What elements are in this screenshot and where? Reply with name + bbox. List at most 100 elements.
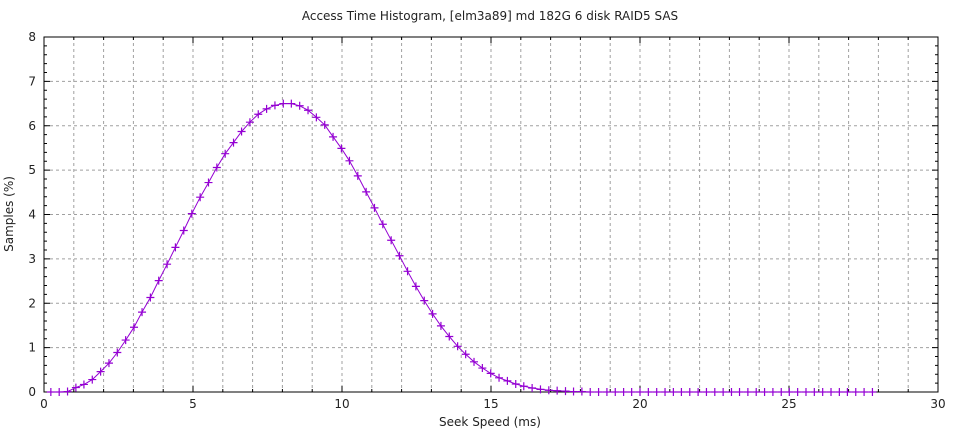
- data-point: [129, 323, 138, 332]
- data-point: [868, 388, 877, 396]
- x-tick-label: 20: [632, 397, 647, 411]
- data-point: [503, 376, 512, 385]
- data-point: [46, 388, 55, 396]
- series-line: [50, 103, 873, 393]
- data-point: [727, 388, 736, 396]
- x-tick-label: 0: [40, 397, 48, 411]
- data-point: [113, 348, 122, 357]
- chart-title: Access Time Histogram, [elm3a89] md 182G…: [302, 9, 678, 23]
- data-point: [270, 101, 279, 110]
- data-point: [171, 243, 180, 252]
- data-point: [395, 251, 404, 260]
- y-tick-label: 0: [28, 385, 36, 399]
- data-point: [146, 293, 155, 302]
- data-point: [187, 209, 196, 218]
- grid: [44, 37, 938, 392]
- data-point: [362, 187, 371, 196]
- data-point: [669, 388, 678, 396]
- data-point: [586, 388, 595, 396]
- data-point: [420, 296, 429, 305]
- data-point: [652, 388, 661, 396]
- y-tick-label: 5: [28, 163, 36, 177]
- data-point: [528, 384, 537, 393]
- data-point: [818, 388, 827, 396]
- data-point: [536, 385, 545, 394]
- data-point: [644, 388, 653, 396]
- data-point: [204, 178, 213, 187]
- data-point: [627, 388, 636, 396]
- data-point: [71, 383, 80, 392]
- data-point: [594, 388, 603, 396]
- data-point: [337, 144, 346, 153]
- series: [46, 99, 877, 396]
- data-point: [254, 110, 263, 119]
- data-point: [511, 380, 520, 389]
- data-point: [445, 332, 454, 341]
- data-point: [461, 350, 470, 359]
- data-point: [486, 369, 495, 378]
- data-point: [661, 388, 670, 396]
- data-point: [320, 120, 329, 129]
- x-axis-label: Seek Speed (ms): [439, 415, 541, 429]
- data-point: [553, 386, 562, 395]
- data-point: [577, 387, 586, 396]
- data-point: [163, 260, 172, 269]
- data-point: [827, 388, 836, 396]
- data-point: [63, 387, 72, 396]
- data-point: [312, 113, 321, 122]
- data-point: [104, 359, 113, 368]
- y-tick-label: 8: [28, 30, 36, 44]
- data-point: [428, 309, 437, 318]
- data-point: [843, 388, 852, 396]
- data-point: [436, 321, 445, 330]
- data-point: [411, 282, 420, 291]
- data-point: [154, 276, 163, 285]
- data-point: [345, 156, 354, 165]
- data-point: [685, 388, 694, 396]
- data-point: [694, 388, 703, 396]
- data-point: [743, 388, 752, 396]
- data-point: [495, 373, 504, 382]
- data-point: [519, 382, 528, 391]
- data-point: [179, 226, 188, 235]
- data-point: [88, 375, 97, 384]
- data-point: [453, 342, 462, 351]
- data-point: [378, 220, 387, 229]
- x-tick-label: 30: [930, 397, 945, 411]
- data-point: [262, 104, 271, 113]
- y-tick-label: 7: [28, 74, 36, 88]
- data-point: [710, 388, 719, 396]
- data-point: [735, 388, 744, 396]
- data-point: [544, 386, 553, 395]
- data-point: [785, 388, 794, 396]
- x-tick-label: 10: [334, 397, 349, 411]
- y-tick-label: 6: [28, 119, 36, 133]
- data-point: [287, 99, 296, 108]
- data-point: [212, 163, 221, 172]
- data-point: [229, 138, 238, 147]
- data-point: [810, 388, 819, 396]
- data-point: [768, 388, 777, 396]
- data-point: [760, 388, 769, 396]
- data-point: [329, 132, 338, 141]
- x-tick-label: 25: [781, 397, 796, 411]
- data-point: [793, 388, 802, 396]
- data-point: [403, 267, 412, 276]
- data-point: [851, 388, 860, 396]
- tick-labels: 0 5 10 15 20 25 30 0 1 2 3 4 5 6 7 8: [28, 30, 945, 411]
- data-point: [221, 149, 230, 158]
- x-tick-label: 5: [189, 397, 197, 411]
- data-point: [370, 203, 379, 212]
- data-point: [121, 336, 130, 345]
- plot-frame: [43, 36, 939, 393]
- data-point: [196, 193, 205, 202]
- data-point: [478, 364, 487, 373]
- data-point: [470, 357, 479, 366]
- data-point: [387, 236, 396, 245]
- data-point: [602, 388, 611, 396]
- y-tick-label: 2: [28, 296, 36, 310]
- data-point: [719, 388, 728, 396]
- data-point: [138, 308, 147, 317]
- y-tick-label: 4: [28, 208, 36, 222]
